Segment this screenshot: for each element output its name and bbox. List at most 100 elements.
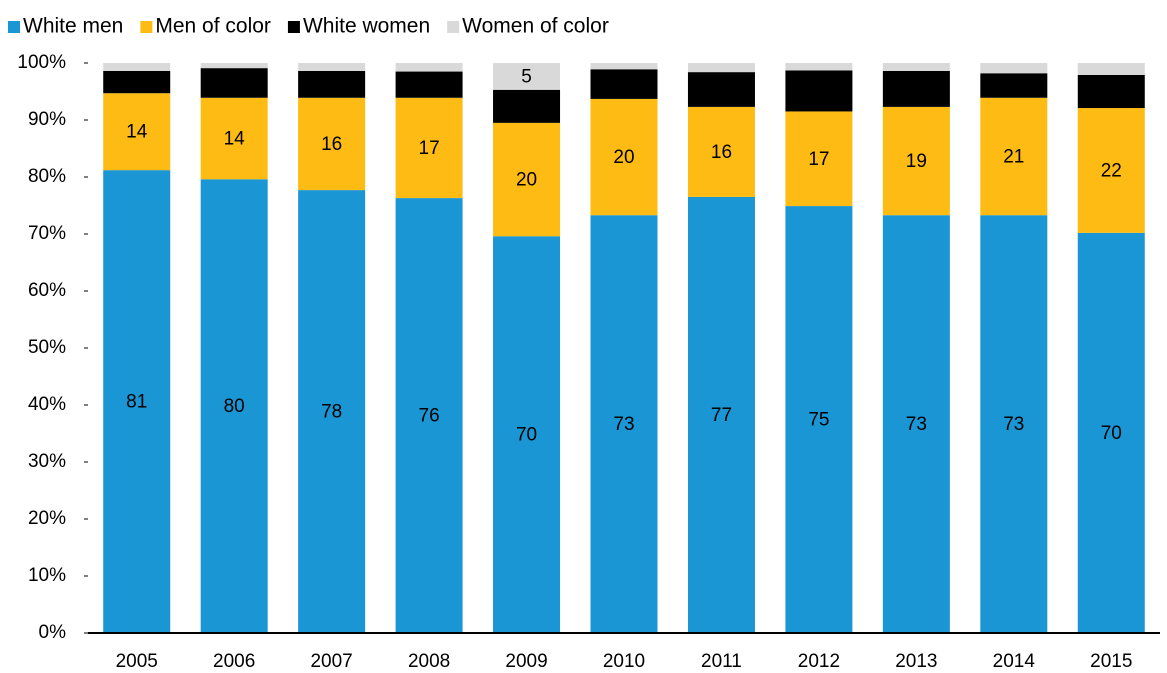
bar-segment xyxy=(298,97,366,191)
data-label: 81 xyxy=(126,392,147,413)
data-label: 6 xyxy=(911,79,922,100)
data-label: 76 xyxy=(419,406,440,427)
bar-segment xyxy=(395,198,463,633)
data-label: 14 xyxy=(224,129,246,150)
bar-segment xyxy=(395,63,463,72)
data-label: 5 xyxy=(326,74,337,95)
x-tick-label: 2011 xyxy=(701,651,742,672)
bar-segment xyxy=(980,73,1048,98)
data-label: 17 xyxy=(808,149,829,170)
data-label: 5 xyxy=(424,75,435,96)
bar-segment xyxy=(882,106,950,216)
bar-segment xyxy=(298,63,366,71)
x-tick-label: 2006 xyxy=(213,651,255,672)
bar-segment xyxy=(200,68,268,98)
data-label: 5 xyxy=(521,66,532,87)
y-tick-label: 100% xyxy=(17,52,66,73)
data-label: 22 xyxy=(1101,160,1122,181)
bar-segment xyxy=(882,63,950,71)
bar-segment xyxy=(687,63,755,73)
y-tick-label: 90% xyxy=(28,109,66,130)
data-label: 75 xyxy=(808,410,829,431)
bar-segment xyxy=(103,70,171,94)
bar-segment xyxy=(980,63,1048,74)
bar-segment xyxy=(980,215,1048,633)
bar-segment xyxy=(103,93,171,171)
y-tick-label: 80% xyxy=(28,166,66,187)
y-tick-label: 70% xyxy=(28,223,66,244)
data-label: 73 xyxy=(613,414,634,435)
bar-segment xyxy=(687,196,755,633)
y-tick-label: 40% xyxy=(28,394,66,415)
data-label: 5 xyxy=(619,74,630,95)
bar-segment xyxy=(590,215,658,633)
bar-segment xyxy=(298,70,366,98)
legend-swatch xyxy=(287,21,300,33)
data-label: 6 xyxy=(716,80,727,101)
bar-segment xyxy=(1077,232,1145,634)
data-label: 77 xyxy=(711,405,732,426)
data-label: 5 xyxy=(229,73,240,94)
y-tick-label: 50% xyxy=(28,337,66,358)
legend-swatch xyxy=(8,21,20,33)
legend-swatch xyxy=(140,21,153,33)
y-tick-label: 0% xyxy=(39,622,67,643)
data-label: 4 xyxy=(131,72,142,93)
bar-segment xyxy=(882,215,950,633)
y-tick-label: 20% xyxy=(28,508,66,529)
bar-segment xyxy=(493,63,561,90)
bar-segment xyxy=(882,70,950,107)
data-label: 80 xyxy=(224,396,245,417)
data-label: 17 xyxy=(419,138,440,159)
bar-segment xyxy=(493,89,561,123)
bar-segment xyxy=(687,72,755,107)
data-label: 16 xyxy=(711,142,732,163)
bar-segment xyxy=(980,97,1048,216)
data-label: 7 xyxy=(814,81,825,102)
bar-segment xyxy=(200,63,268,69)
data-label: 78 xyxy=(321,402,342,423)
data-label: 70 xyxy=(516,425,537,446)
bar-segment xyxy=(103,63,171,71)
bar-segment xyxy=(590,98,658,216)
data-label: 73 xyxy=(906,414,927,435)
x-tick-label: 2007 xyxy=(310,651,352,672)
bar-segment xyxy=(200,179,268,633)
bar-segment xyxy=(785,70,853,112)
bar-segment xyxy=(687,106,755,197)
bar-segment xyxy=(200,97,268,180)
data-label: 20 xyxy=(613,147,634,168)
bar-segment xyxy=(1077,63,1145,75)
y-tick-label: 30% xyxy=(28,451,66,472)
bar-segment xyxy=(590,69,658,99)
y-tick-label: 10% xyxy=(28,565,66,586)
bar-segment xyxy=(103,170,171,633)
data-label: 70 xyxy=(1101,423,1122,444)
x-tick-label: 2010 xyxy=(603,651,645,672)
data-label: 16 xyxy=(321,134,342,155)
data-label: 21 xyxy=(1003,146,1024,167)
bar-segment xyxy=(298,190,366,634)
bar-segment xyxy=(785,111,853,207)
data-label: 19 xyxy=(906,151,927,172)
data-label: 6 xyxy=(521,96,532,117)
bar-segment xyxy=(395,71,463,98)
legend-label: Men of color xyxy=(155,15,271,38)
bar-segment xyxy=(493,122,561,237)
data-label: 73 xyxy=(1003,414,1024,435)
data-label: 14 xyxy=(126,122,148,143)
data-label: 4 xyxy=(1009,76,1020,97)
bar-segment xyxy=(1077,74,1145,109)
x-tick-label: 2014 xyxy=(993,651,1036,672)
legend-label: Women of color xyxy=(462,15,609,38)
bar-segment xyxy=(395,97,463,199)
legend-label: White men xyxy=(23,15,123,38)
x-tick-label: 2009 xyxy=(505,651,547,672)
bar-segment xyxy=(785,206,853,633)
bar-segment xyxy=(785,63,853,71)
legend-swatch xyxy=(447,21,460,33)
x-tick-label: 2012 xyxy=(798,651,840,672)
bar-segment xyxy=(1077,108,1145,233)
x-tick-label: 2008 xyxy=(408,651,450,672)
